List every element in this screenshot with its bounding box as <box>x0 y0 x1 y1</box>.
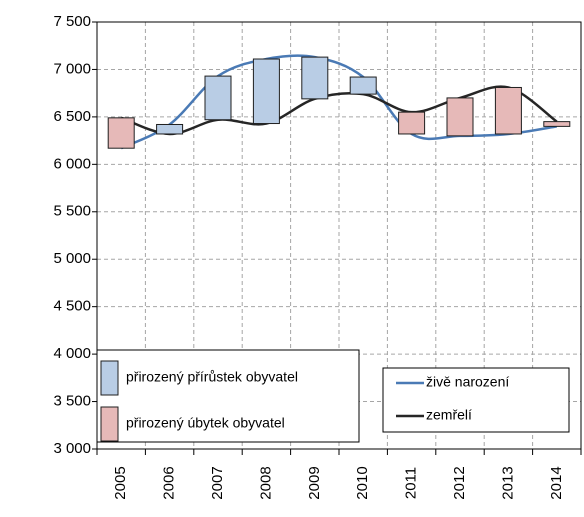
legend-label: přirozený úbytek obyvatel <box>126 415 285 431</box>
x-tick-label: 2012 <box>451 466 468 499</box>
legend-swatch <box>100 360 119 396</box>
down-bar <box>543 121 571 127</box>
legend-label: živě narození <box>426 374 509 390</box>
series-line <box>120 85 558 136</box>
down-bar <box>446 97 474 137</box>
x-tick-label: 2011 <box>403 467 420 499</box>
y-tick-label: 7 500 <box>53 13 91 30</box>
up-bar <box>301 56 329 100</box>
y-tick-label: 5 000 <box>53 250 91 267</box>
y-tick-label: 6 500 <box>53 108 91 125</box>
down-bar <box>107 117 135 149</box>
x-tick-label: 2007 <box>209 466 226 499</box>
y-tick-label: 5 500 <box>53 203 91 220</box>
y-tick-label: 3 500 <box>53 393 91 410</box>
plot-border <box>96 21 582 450</box>
series-line <box>120 54 557 150</box>
legend-label: zemřelí <box>426 407 472 423</box>
legend-label: přirozený přírůstek obyvatel <box>126 369 298 385</box>
up-bar <box>204 75 232 121</box>
up-bar <box>349 76 377 95</box>
legend-swatch <box>100 406 119 442</box>
down-bar <box>494 86 522 135</box>
x-tick-label: 2006 <box>161 466 178 499</box>
y-tick-label: 7 000 <box>53 60 91 77</box>
x-tick-label: 2014 <box>548 466 565 499</box>
line-legend-box <box>382 367 570 433</box>
x-tick-label: 2010 <box>354 466 371 499</box>
up-bar <box>156 123 184 135</box>
x-tick-label: 2009 <box>306 466 323 499</box>
x-tick-label: 2013 <box>499 466 516 499</box>
y-tick-label: 4 500 <box>53 298 91 315</box>
bar-legend-box <box>96 349 360 443</box>
y-tick-label: 3 000 <box>53 440 91 457</box>
up-bar <box>252 58 280 125</box>
y-tick-label: 4 000 <box>53 345 91 362</box>
x-tick-label: 2008 <box>257 466 274 499</box>
x-tick-label: 2005 <box>112 466 129 499</box>
y-tick-label: 6 000 <box>53 155 91 172</box>
down-bar <box>398 111 426 135</box>
